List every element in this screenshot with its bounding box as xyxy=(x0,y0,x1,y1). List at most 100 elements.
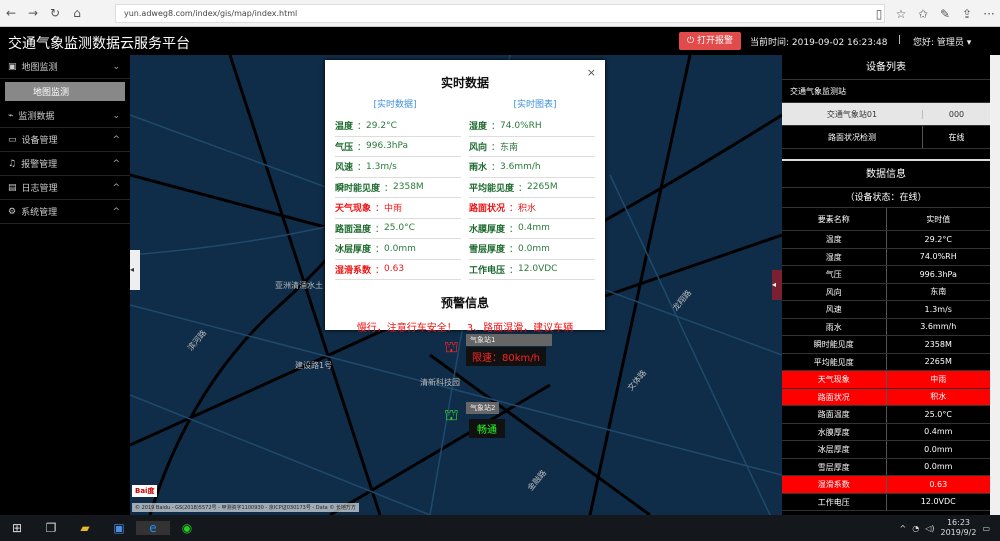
alarm-station-icon[interactable]: ⛫ xyxy=(444,337,459,356)
element-name: 雨水 xyxy=(782,318,887,335)
clock-date[interactable]: 2019/9/2 xyxy=(940,528,977,537)
notification-icon[interactable]: ▭ xyxy=(982,523,990,533)
table-row: 水膜厚度 0.4mm xyxy=(782,423,990,441)
file-explorer-icon[interactable]: ▰ xyxy=(80,521,90,535)
element-name: 温度 xyxy=(782,231,887,248)
sidebar-item[interactable]: ⚙ 系统管理 ^ xyxy=(0,200,130,224)
sidebar-subitem[interactable]: 地图监测 xyxy=(5,82,125,101)
pen-icon[interactable]: ✎ xyxy=(939,6,951,21)
app-title: 交通气象监测数据云服务平台 xyxy=(8,36,190,52)
station-name: 气象站2 xyxy=(466,402,500,414)
element-value: 74.0%RH xyxy=(919,252,957,262)
device-icon: ▭ xyxy=(8,134,17,145)
traffic-status-label: 畅通 xyxy=(469,419,505,438)
close-icon[interactable]: × xyxy=(586,66,596,79)
data-field: 路面温度： 25.0°C xyxy=(335,219,461,239)
field-label: 温度 xyxy=(335,122,354,133)
app-icon[interactable]: ▣ xyxy=(113,521,125,535)
element-value: 0.4mm xyxy=(924,427,953,437)
chart-icon: ⌁ xyxy=(8,110,14,121)
sidebar: ▣ 地图监测 ⌄ 地图监测 ⌁ 监测数据 ⌄ ▭ 设备管理 ^ ♫ 报警管理 ^ ▤ 日志管理 ^ ⚙ 系统管理 ^ xyxy=(0,55,130,515)
station-name: 气象站1 xyxy=(466,334,552,346)
data-field: 平均能见度： 2265M xyxy=(469,178,595,198)
url-bar[interactable]: yun.adweg8.com/index/gis/map/index.html xyxy=(115,4,885,23)
warning-title: 预警信息 xyxy=(440,296,489,310)
field-value: 0.63 xyxy=(384,264,405,275)
field-label: 冰层厚度 xyxy=(335,245,372,256)
more-icon[interactable]: ··· xyxy=(983,6,995,21)
wechat-icon[interactable]: ◉ xyxy=(181,521,193,535)
field-value: 积水 xyxy=(518,204,537,215)
element-value: 中雨 xyxy=(930,374,947,384)
field-value: 29.2°C xyxy=(366,120,397,131)
field-value: 0.4mm xyxy=(518,223,550,234)
field-label: 路面温度 xyxy=(335,224,372,235)
tray-expand-icon[interactable]: ^ xyxy=(899,523,907,533)
field-label: 平均能见度 xyxy=(469,183,515,194)
element-name: 湿度 xyxy=(782,248,887,265)
field-label: 瞬时能见度 xyxy=(335,183,381,194)
normal-station-icon[interactable]: ⛫ xyxy=(444,405,459,424)
element-value: 3.6mm/h xyxy=(920,322,957,332)
sidebar-item-label: 日志管理 xyxy=(21,184,58,194)
map-label: 亚洲清涌水土 xyxy=(275,281,323,290)
data-field: 路面状况：积水 xyxy=(469,198,595,219)
network-icon[interactable]: ◔ xyxy=(912,523,920,533)
field-value: 3.6mm/h xyxy=(500,161,541,172)
field-label: 水膜厚度 xyxy=(469,224,506,235)
reading-icon[interactable]: ▯ xyxy=(875,6,883,21)
task-view-icon[interactable]: ❐ xyxy=(45,521,57,535)
sidebar-item[interactable]: ▭ 设备管理 ^ xyxy=(0,128,130,152)
element-name: 工作电压 xyxy=(782,493,887,510)
warning-text: 慢行，注意行车安全！ 3、路面湿滑，建议车辆 xyxy=(356,323,574,334)
map-copyright: © 2019 Baidu - GS(2018)5572号 - 甲测资字11009… xyxy=(132,503,359,512)
sidebar-item-label: 监测数据 xyxy=(18,112,55,122)
tab-realtime-chart[interactable]: [实时图表] xyxy=(513,100,557,110)
sidebar-item[interactable]: ⌁ 监测数据 ⌄ xyxy=(0,104,130,128)
favorite-icon[interactable]: ☆ xyxy=(895,6,907,21)
sidebar-item-label: 地图监测 xyxy=(21,63,58,73)
back-icon[interactable]: ← xyxy=(5,6,17,20)
device-row[interactable]: 交通气象站01 000 xyxy=(782,103,990,126)
sidebar-item[interactable]: ♫ 报警管理 ^ xyxy=(0,152,130,176)
field-label: 气压 xyxy=(335,142,354,153)
chevron-icon: ⌄ xyxy=(112,61,120,72)
edge-browser-icon[interactable]: e xyxy=(136,521,170,535)
taskbar: ⊞ ❐ ▰ ▣ e ◉ ^ ◔ ◁) 16:23 2019/9/2 ▭ xyxy=(0,515,1000,541)
column-header: 实时值 xyxy=(926,214,951,224)
speed-limit-label: 限速：80km/h xyxy=(466,347,546,366)
open-alarm-button[interactable]: ⏻ 打开报警 xyxy=(679,32,741,50)
device-group[interactable]: 交通气象监测站 xyxy=(782,80,990,103)
clock-time[interactable]: 16:23 xyxy=(946,518,970,527)
scrollbar[interactable] xyxy=(990,55,1000,515)
map-icon: ▣ xyxy=(8,61,17,72)
divider xyxy=(782,149,990,161)
user-menu[interactable]: 您好: 管理员 ▾ xyxy=(913,38,972,48)
field-value: 1.3m/s xyxy=(366,161,397,172)
column-header: 要素名称 xyxy=(782,208,887,230)
refresh-icon[interactable]: ↻ xyxy=(49,6,61,20)
chevron-icon: ^ xyxy=(112,182,120,193)
element-name: 雪层厚度 xyxy=(782,458,887,475)
field-value: 74.0%RH xyxy=(500,120,542,131)
collapse-left-handle[interactable]: ◂ xyxy=(130,250,140,290)
sidebar-item[interactable]: ▤ 日志管理 ^ xyxy=(0,176,130,200)
windows-start-icon[interactable]: ⊞ xyxy=(11,521,23,535)
volume-icon[interactable]: ◁) xyxy=(925,523,935,533)
tab-realtime-data[interactable]: [实时数据] xyxy=(373,100,417,110)
data-field: 风向：东南 xyxy=(469,137,595,157)
collapse-right-handle[interactable]: ◂ xyxy=(772,270,782,300)
home-icon[interactable]: ⌂ xyxy=(73,6,81,20)
element-name: 湿滑系数 xyxy=(782,476,887,493)
table-row: 雨水 3.6mm/h xyxy=(782,318,990,336)
right-panel: 设备列表 交通气象监测站 交通气象站01 000 路面状况检测 在线 数据信息 … xyxy=(782,55,990,515)
device-status: （设备状态：在线） xyxy=(782,188,990,208)
element-name: 瞬时能见度 xyxy=(782,336,887,353)
element-value: 0.63 xyxy=(929,479,948,489)
forward-icon[interactable]: → xyxy=(27,6,39,20)
share-icon[interactable]: ⇪ xyxy=(961,6,973,21)
collections-icon[interactable]: ✩ xyxy=(917,6,929,21)
sidebar-item[interactable]: ▣ 地图监测 ⌄ xyxy=(0,55,130,79)
element-value: 东南 xyxy=(930,287,947,297)
device-row[interactable]: 路面状况检测 在线 xyxy=(782,126,990,149)
